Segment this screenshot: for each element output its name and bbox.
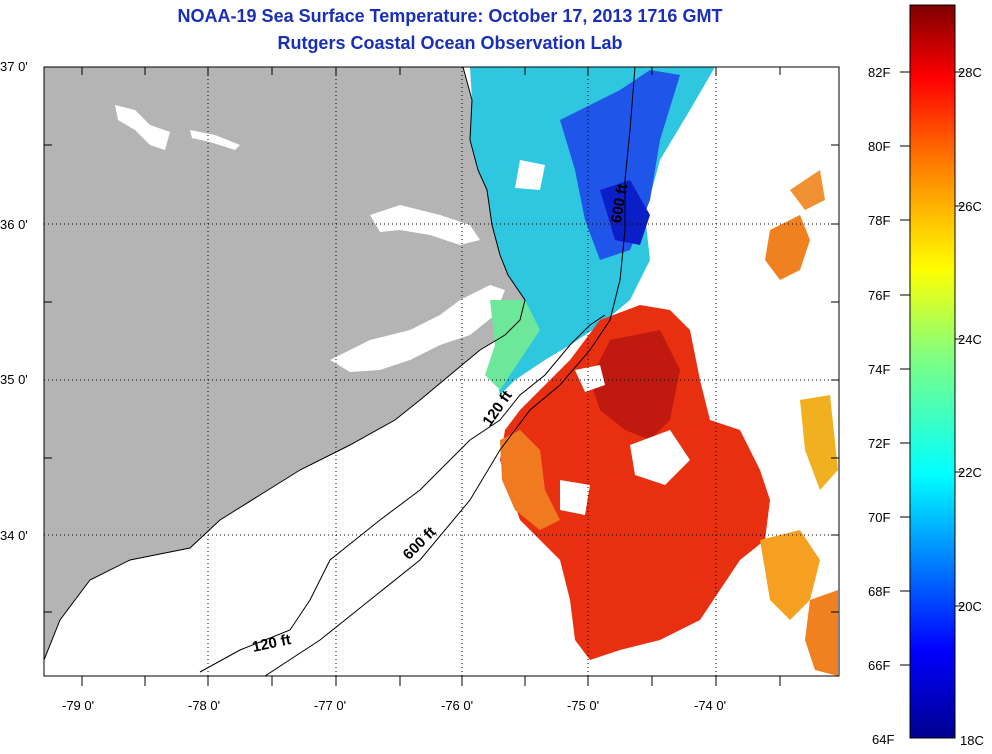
- map-subtitle: Rutgers Coastal Ocean Observation Lab: [277, 33, 623, 53]
- lon-label-76: -76 0': [441, 698, 474, 713]
- inland-lake-2: [190, 130, 240, 150]
- colorbar: [909, 4, 956, 739]
- cb-c-18: 18C: [960, 733, 984, 748]
- lon-label-78: -78 0': [188, 698, 221, 713]
- cb-c-24: 24C: [958, 332, 982, 347]
- warm-patch-east-2: [790, 170, 825, 210]
- cb-c-20: 20C: [958, 599, 982, 614]
- land-mass: [44, 67, 525, 660]
- cb-f-66: 66F: [868, 658, 891, 673]
- lon-label-79: -79 0': [62, 698, 95, 713]
- gulf-stream-warm-water: [500, 305, 770, 660]
- cb-f-76: 76F: [868, 288, 891, 303]
- cb-f-70: 70F: [868, 510, 891, 525]
- lat-label-35: 35 0': [0, 372, 28, 387]
- map-title: NOAA-19 Sea Surface Temperature: October…: [177, 6, 723, 26]
- axis-ticks: [44, 67, 839, 686]
- cb-f-72: 72F: [868, 436, 891, 451]
- warm-patch-south: [805, 590, 838, 676]
- lon-label-74: -74 0': [694, 698, 727, 713]
- cold-core: [560, 70, 680, 260]
- pamlico-sound: [330, 285, 505, 372]
- cb-c-22: 22C: [958, 465, 982, 480]
- lon-label-75: -75 0': [567, 698, 600, 713]
- cb-f-80: 80F: [868, 139, 891, 154]
- green-shelf-water: [485, 300, 540, 390]
- cb-c-26: 26C: [958, 199, 982, 214]
- cloud-gap-4: [560, 480, 590, 515]
- cb-f-82: 82F: [868, 65, 891, 80]
- cb-f-68: 68F: [868, 584, 891, 599]
- cb-f-64: 64F: [872, 732, 895, 747]
- contour-600ft-line: [264, 67, 636, 676]
- warm-patch-east: [765, 215, 810, 280]
- map-frame: [43, 66, 840, 677]
- cloud-gap-1: [575, 365, 605, 392]
- coastline-detail: [44, 67, 526, 661]
- contour-120ft-line: [199, 314, 606, 673]
- gulf-stream-edge-orange: [500, 430, 560, 530]
- lat-label-37: 37 0': [0, 59, 28, 74]
- warm-patch-southeast: [760, 530, 820, 620]
- graticule: [44, 67, 839, 676]
- cloud-gap-3: [515, 160, 545, 190]
- albemarle-sound: [370, 205, 480, 245]
- cb-f-74: 74F: [868, 362, 891, 377]
- map-area: [44, 67, 838, 676]
- cb-f-78: 78F: [868, 213, 891, 228]
- lon-label-77: -77 0': [314, 698, 347, 713]
- inland-lake: [115, 105, 170, 150]
- colorbar-ticks: [900, 71, 963, 666]
- cb-c-28: 28C: [958, 65, 982, 80]
- lat-label-36: 36 0': [0, 217, 28, 232]
- cloud-gap-2: [630, 430, 690, 485]
- warm-patch-southeast-2: [800, 395, 838, 490]
- gulf-stream-dark-core: [590, 330, 680, 440]
- lat-label-34: 34 0': [0, 528, 28, 543]
